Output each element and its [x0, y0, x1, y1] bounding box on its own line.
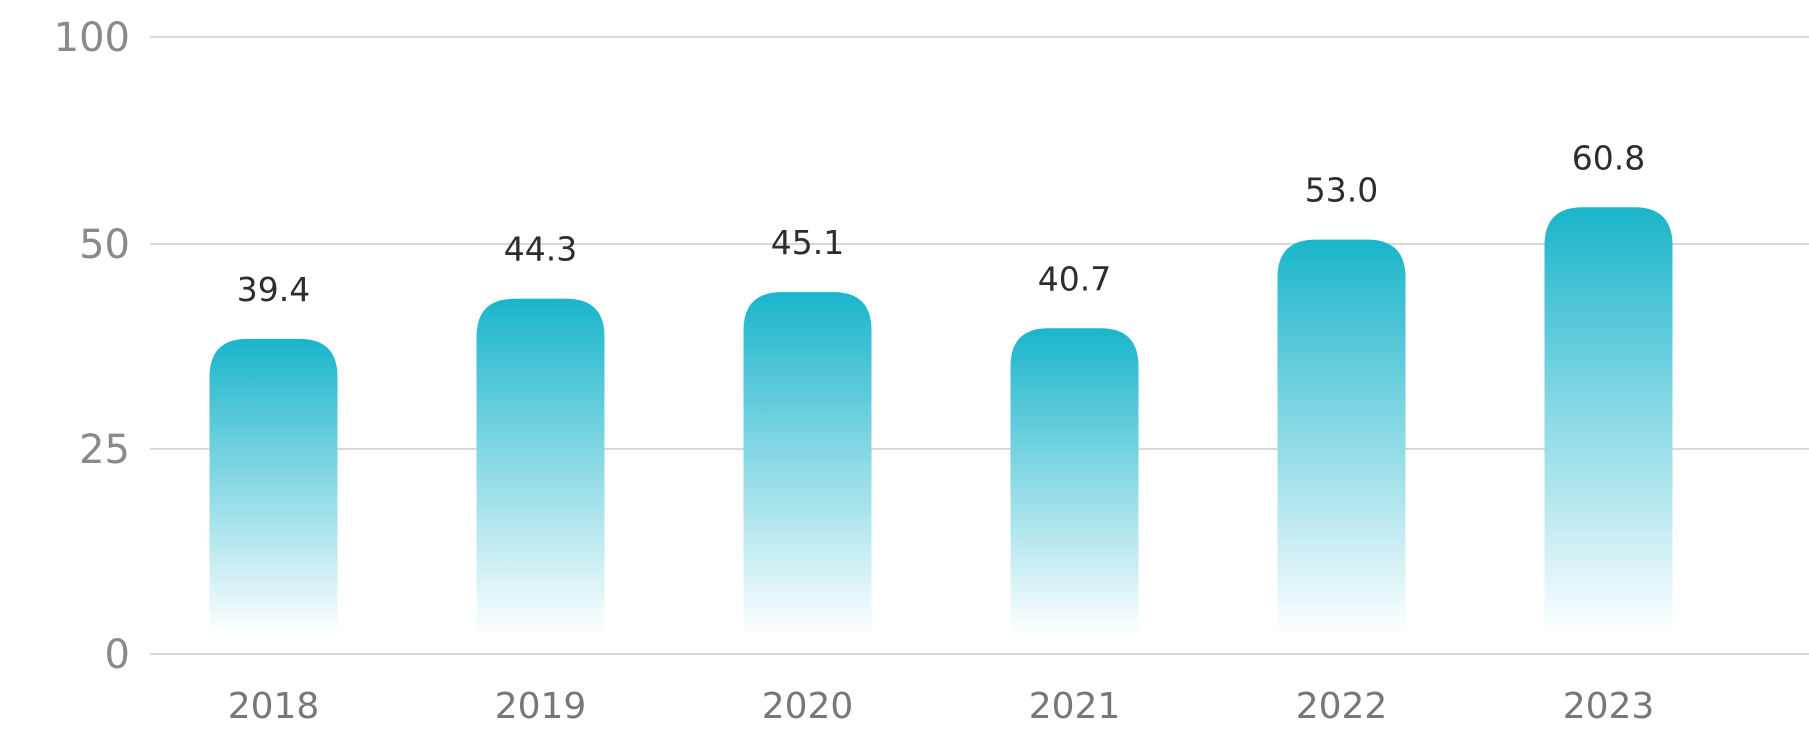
x-tick-label-2022: 2022 [1296, 686, 1388, 727]
bar-2022 [1277, 239, 1406, 636]
y-tick-label: 0 [105, 632, 130, 678]
x-tick-label-2019: 2019 [495, 686, 587, 727]
data-labels: 39.4 44.3 45.1 40.7 53.0 60.8 [237, 138, 1645, 309]
y-tick-label: 100 [54, 15, 130, 61]
y-tick-label: 25 [79, 427, 130, 473]
data-label-2023: 60.8 [1572, 138, 1645, 177]
grid-lines [150, 36, 1809, 655]
x-tick-label-2020: 2020 [762, 686, 854, 727]
y-tick-label: 50 [79, 222, 130, 268]
data-label-2021: 40.7 [1038, 259, 1111, 298]
data-label-2018: 39.4 [237, 270, 310, 309]
data-label-2020: 45.1 [771, 223, 844, 262]
x-axis: 2018 2019 2020 2021 2022 2023 [228, 686, 1655, 727]
data-label-2022: 53.0 [1305, 171, 1378, 210]
bar-2020 [743, 292, 872, 636]
bar-2023 [1544, 207, 1673, 636]
data-label-2019: 44.3 [504, 230, 577, 269]
bars [209, 207, 1673, 636]
x-tick-label-2023: 2023 [1563, 686, 1655, 727]
x-tick-label-2018: 2018 [228, 686, 320, 727]
bar-2021 [1010, 328, 1139, 636]
bar-2018 [209, 338, 338, 636]
bar-2019 [476, 298, 605, 636]
y-axis: 0 25 50 100 [54, 15, 130, 678]
x-tick-label-2021: 2021 [1029, 686, 1121, 727]
